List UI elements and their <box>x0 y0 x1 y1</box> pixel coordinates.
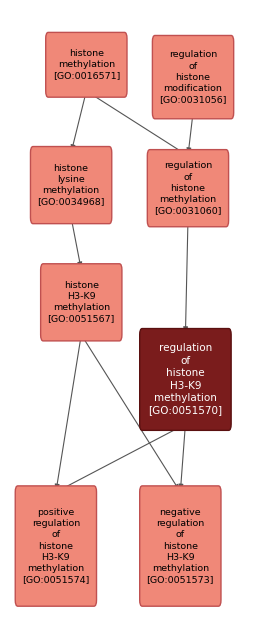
Text: positive
regulation
of
histone
H3-K9
methylation
[GO:0051574]: positive regulation of histone H3-K9 met… <box>22 508 90 584</box>
Text: histone
lysine
methylation
[GO:0034968]: histone lysine methylation [GO:0034968] <box>37 164 105 206</box>
FancyBboxPatch shape <box>147 150 229 227</box>
Text: regulation
of
histone
methylation
[GO:0031060]: regulation of histone methylation [GO:00… <box>154 162 222 215</box>
Text: histone
methylation
[GO:0016571]: histone methylation [GO:0016571] <box>53 49 120 80</box>
FancyBboxPatch shape <box>152 35 234 118</box>
Text: histone
H3-K9
methylation
[GO:0051567]: histone H3-K9 methylation [GO:0051567] <box>47 281 115 323</box>
FancyBboxPatch shape <box>41 264 122 341</box>
Text: regulation
of
histone
modification
[GO:0031056]: regulation of histone modification [GO:0… <box>159 51 227 104</box>
FancyBboxPatch shape <box>30 147 112 224</box>
FancyBboxPatch shape <box>140 328 231 431</box>
Text: negative
regulation
of
histone
H3-K9
methylation
[GO:0051573]: negative regulation of histone H3-K9 met… <box>147 508 214 584</box>
FancyBboxPatch shape <box>15 486 97 606</box>
FancyBboxPatch shape <box>140 486 221 606</box>
FancyBboxPatch shape <box>46 33 127 97</box>
Text: regulation
of
histone
H3-K9
methylation
[GO:0051570]: regulation of histone H3-K9 methylation … <box>148 344 223 415</box>
